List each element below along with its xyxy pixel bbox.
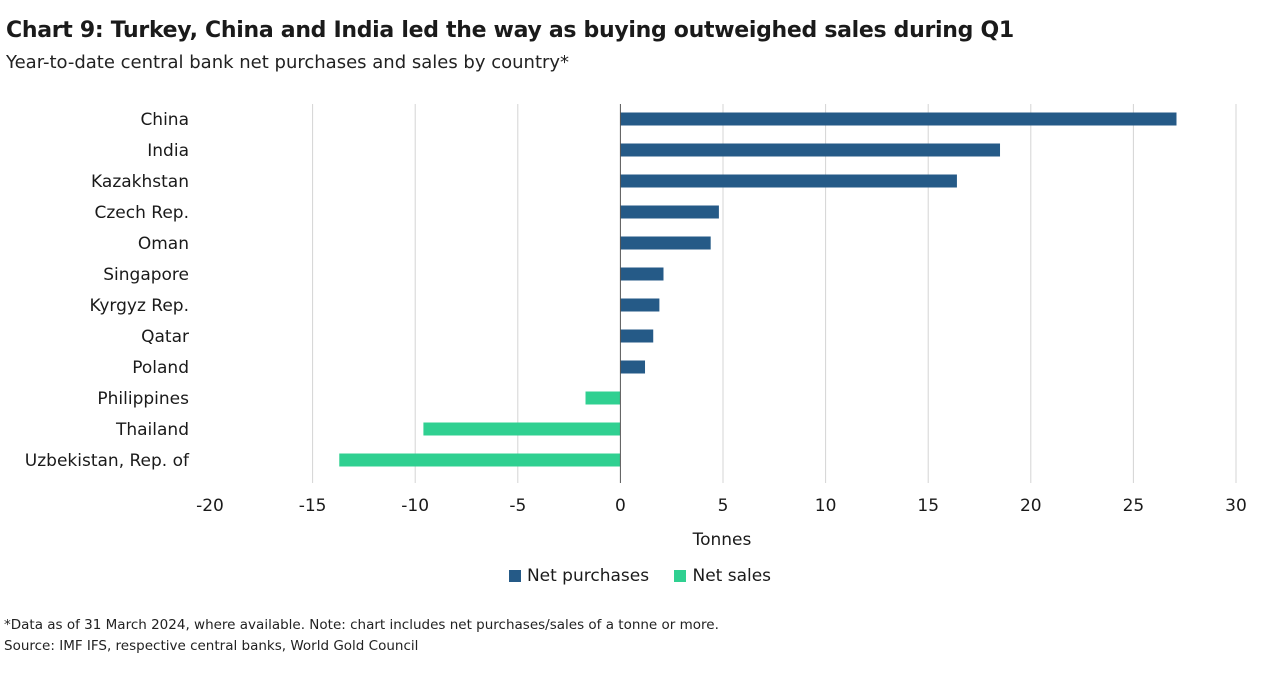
legend-swatch (508, 570, 521, 582)
category-label: Uzbekistan, Rep. of (25, 451, 190, 471)
category-label: Kyrgyz Rep. (89, 296, 189, 316)
legend-item-net-sales: Net sales (674, 566, 771, 586)
x-tick-label: 15 (917, 496, 939, 516)
category-label: Thailand (115, 420, 189, 440)
category-label: Singapore (103, 265, 189, 285)
bar-oman (620, 236, 711, 250)
bar-thailand (423, 422, 621, 436)
legend: Net purchases Net sales (0, 566, 1280, 587)
category-label: Kazakhstan (91, 172, 189, 192)
chart-title: Chart 9: Turkey, China and India led the… (6, 18, 1014, 43)
x-tick-label: -10 (401, 496, 429, 516)
bar-philippines (585, 391, 621, 405)
bar-kyrgyz-rep- (620, 298, 660, 312)
legend-label: Net sales (692, 566, 772, 586)
category-label: India (147, 141, 189, 161)
x-tick-label: -20 (196, 496, 224, 516)
x-tick-label: 25 (1123, 496, 1145, 516)
bar-uzbekistan-rep-of (339, 453, 621, 467)
bar-kazakhstan (620, 174, 957, 188)
bar-chart: China India Kazakhstan Czech Rep. Oman Singap… (25, 104, 1247, 550)
x-tick-label: 0 (615, 496, 626, 516)
bar-singapore (620, 267, 664, 281)
legend-label: Net purchases (526, 566, 650, 586)
bar-czech-rep- (620, 205, 719, 219)
x-tick-label: 5 (718, 496, 729, 516)
bar-qatar (620, 329, 654, 343)
category-label: Philippines (97, 389, 189, 409)
x-tick-label: 20 (1020, 496, 1042, 516)
x-tick-label: -5 (509, 496, 526, 516)
legend-item-net-purchases: Net purchases (508, 566, 650, 586)
bar-india (620, 143, 1001, 157)
x-tick-label: 30 (1225, 496, 1247, 516)
footnote: *Data as of 31 March 2024, where availab… (4, 617, 719, 633)
bar-china (620, 112, 1177, 126)
source-note: Source: IMF IFS, respective central bank… (4, 638, 419, 654)
x-tick-label: -15 (299, 496, 327, 516)
category-label: China (140, 110, 189, 130)
category-label: Qatar (141, 327, 189, 347)
category-label: Czech Rep. (95, 203, 189, 223)
category-label: Poland (132, 358, 189, 378)
chart-subtitle: Year-to-date central bank net purchases … (6, 52, 570, 73)
legend-swatch (674, 570, 687, 582)
bar-poland (620, 360, 646, 374)
category-label: Oman (138, 234, 189, 254)
x-axis-label: Tonnes (692, 530, 752, 550)
x-tick-label: 10 (815, 496, 837, 516)
